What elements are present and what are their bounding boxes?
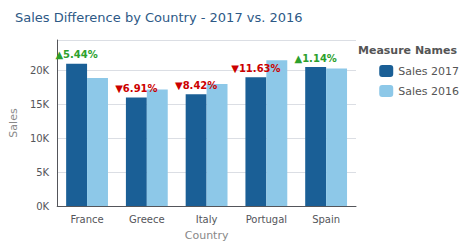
svg-text:5K: 5K [36,167,49,178]
svg-text:0K: 0K [36,201,49,212]
svg-text:Country: Country [185,229,229,242]
svg-text:▲5.44%: ▲5.44% [55,49,97,60]
svg-text:▼11.63%: ▼11.63% [231,63,280,74]
svg-text:Measure Names: Measure Names [358,44,457,57]
svg-text:▼8.42%: ▼8.42% [175,80,217,91]
svg-text:10K: 10K [30,133,50,144]
svg-text:Sales Difference by Country -: Sales Difference by Country - 2017 vs. 2… [15,10,303,25]
svg-text:▲1.14%: ▲1.14% [294,53,336,64]
svg-text:Greece: Greece [129,214,165,225]
svg-text:Sales 2016: Sales 2016 [398,85,459,98]
svg-text:Sales 2017: Sales 2017 [398,65,459,78]
svg-text:20K: 20K [30,65,50,76]
svg-text:France: France [70,214,103,225]
svg-text:15K: 15K [30,99,50,110]
svg-text:Portugal: Portugal [246,214,287,225]
svg-text:Spain: Spain [312,214,340,225]
svg-text:Italy: Italy [196,214,218,225]
svg-text:▼6.91%: ▼6.91% [115,83,157,94]
svg-text:Sales: Sales [7,108,20,138]
